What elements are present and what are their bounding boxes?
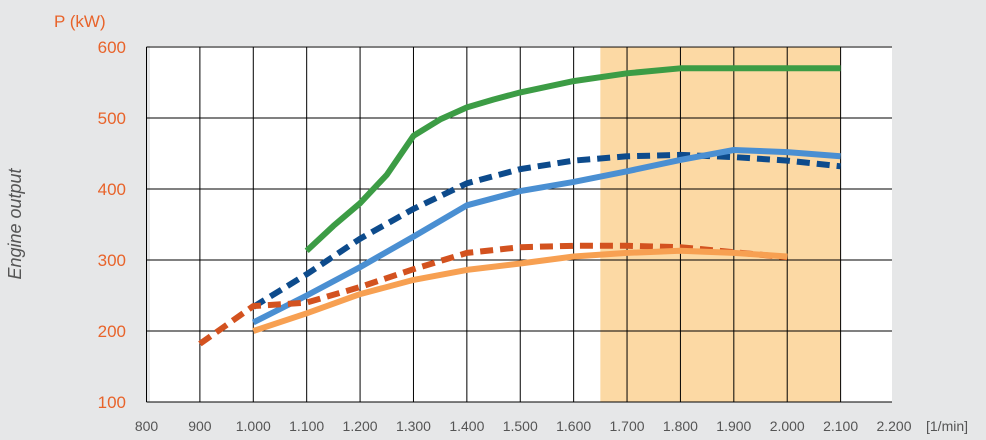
series-line-2: [251, 151, 841, 310]
series-line-3: [251, 147, 841, 326]
x-tick-label: 800: [135, 418, 159, 434]
x-tick-label: 1.900: [716, 418, 751, 434]
y-tick-label: 100: [98, 393, 126, 412]
series-line-4: [198, 242, 788, 347]
x-tick-labels: 800 900 1.000 1.100 1.200 1.300 1.400 1.500 1.60…: [135, 418, 912, 434]
x-tick-label: 1.100: [289, 418, 324, 434]
x-tick-label: 2.200: [876, 418, 911, 434]
series-line-1: [304, 65, 841, 253]
y-tick-label: 500: [98, 109, 126, 128]
y-unit-label: P (kW): [54, 12, 106, 31]
y-tick-labels: 100 200 300 400 500 600: [98, 38, 126, 412]
x-unit-label: [1/min]: [926, 418, 968, 434]
x-tick-label: 1.600: [556, 418, 591, 434]
y-tick-label: 200: [98, 322, 126, 341]
y-tick-label: 300: [98, 251, 126, 270]
x-tick-label: 1.300: [396, 418, 431, 434]
x-tick-label: 1.500: [503, 418, 538, 434]
x-tick-label: 900: [188, 418, 212, 434]
x-tick-label: 1.700: [610, 418, 645, 434]
x-tick-label: 2.000: [770, 418, 805, 434]
highlight-band-layer: [600, 47, 841, 402]
x-tick-label: 1.800: [663, 418, 698, 434]
y-axis-label: Engine output: [5, 167, 25, 279]
x-tick-label: 1.200: [343, 418, 378, 434]
grid-lines: [146, 46, 892, 403]
y-tick-label: 600: [98, 38, 126, 57]
x-tick-label: 2.100: [823, 418, 858, 434]
series-lines: [198, 65, 841, 347]
y-tick-label: 400: [98, 180, 126, 199]
x-tick-label: 1.400: [449, 418, 484, 434]
x-tick-label: 1.000: [236, 418, 271, 434]
series-line-5: [252, 247, 788, 334]
highlight-band: [600, 47, 841, 402]
